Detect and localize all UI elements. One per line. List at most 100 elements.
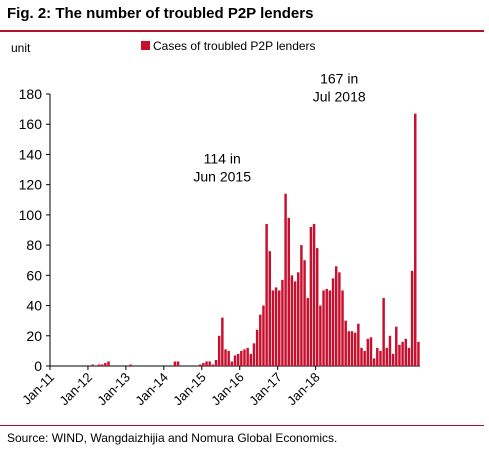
bar: [325, 288, 328, 366]
bar: [347, 331, 351, 366]
title-rule: [0, 30, 484, 32]
bar: [202, 362, 205, 366]
bar: [407, 347, 411, 366]
bar: [265, 223, 268, 366]
x-tick-label: Jan-17: [246, 370, 285, 409]
annotations: 114 in Jun 2015 167 in Jul 2018: [193, 71, 365, 185]
y-tick-label: 80: [26, 237, 42, 253]
bar: [417, 341, 420, 366]
bar: [224, 349, 227, 366]
bar: [385, 347, 389, 366]
bar: [312, 223, 316, 366]
y-tick-label: 60: [26, 267, 42, 283]
bar: [388, 335, 392, 366]
x-tick-label: Jan-12: [56, 370, 95, 409]
bar: [315, 248, 319, 366]
bar: [414, 113, 417, 366]
bar: [91, 364, 94, 366]
bar: [322, 290, 325, 366]
bar: [107, 361, 110, 366]
bar: [303, 260, 306, 366]
bar: [357, 323, 360, 366]
y-tick-label: 180: [19, 86, 43, 102]
bar: [372, 358, 376, 366]
bar: [214, 359, 218, 366]
bar: [297, 272, 300, 366]
bar: [249, 353, 253, 366]
bar: [300, 245, 303, 366]
bar: [366, 338, 370, 366]
bar: [262, 305, 265, 366]
bar: [401, 341, 404, 366]
bar-series: [91, 113, 420, 366]
bar: [240, 350, 243, 366]
bar: [129, 364, 132, 366]
bar: [398, 344, 401, 366]
bar: [319, 305, 322, 366]
bar: [274, 287, 278, 366]
bar: [338, 272, 341, 366]
source-note: Source: WIND, Wangdaizhijia and Nomura G…: [7, 431, 338, 445]
bar: [334, 266, 338, 366]
bar: [243, 349, 246, 366]
y-axis: 0 20 40 60 80 100 120 140 160 180: [19, 86, 51, 374]
x-tick-label: Jan-13: [94, 370, 133, 409]
annotation-text: Jul 2018: [313, 89, 366, 105]
bar: [208, 361, 211, 366]
legend-swatch: [141, 41, 150, 50]
bar: [271, 290, 275, 366]
y-tick-label: 40: [26, 298, 42, 314]
annotation-text: 167 in: [320, 71, 358, 87]
annotation-text: 114 in: [204, 151, 241, 167]
bar: [255, 329, 259, 366]
bar: [360, 347, 363, 366]
bar: [376, 347, 379, 366]
legend-label: Cases of troubled P2P lenders: [153, 39, 316, 53]
bar: [236, 353, 240, 366]
x-axis: Jan-11 Jan-12 Jan-13 Jan-14 Jan-15 Jan-16 Jan-…: [19, 365, 420, 409]
bar: [227, 350, 230, 366]
bar: [391, 353, 395, 366]
bar: [287, 217, 290, 366]
figure-title: Fig. 2: The number of troubled P2P lende…: [7, 5, 314, 22]
bar: [198, 364, 202, 366]
annotation-text: Jun 2015: [193, 169, 251, 185]
x-tick-label: Jan-16: [208, 370, 247, 409]
y-tick-label: 120: [19, 177, 43, 193]
bar: [341, 290, 344, 366]
bar: [404, 338, 408, 366]
x-tick-label: Jan-15: [170, 370, 209, 409]
bar: [246, 347, 249, 366]
bar: [205, 361, 208, 366]
bar: [353, 332, 357, 366]
bar: [331, 278, 335, 366]
y-tick-label: 140: [19, 146, 43, 162]
bar: [363, 350, 366, 366]
bar: [217, 335, 221, 366]
bar: [278, 290, 281, 366]
bar: [268, 251, 272, 366]
bar: [344, 320, 347, 366]
bar: [259, 314, 262, 366]
bar: [369, 337, 373, 366]
x-tick-label: Jan-18: [284, 370, 323, 409]
bar: [97, 364, 101, 366]
bar: [173, 361, 177, 366]
bar: [211, 364, 215, 366]
y-tick-label: 160: [19, 116, 43, 132]
y-axis-unit-label: unit: [11, 41, 31, 55]
bar: [309, 226, 313, 366]
x-tick-label: Jan-14: [132, 370, 171, 409]
source-rule: [0, 425, 484, 426]
bar: [284, 193, 287, 366]
y-tick-label: 0: [34, 358, 42, 374]
bar: [221, 317, 224, 366]
bar: [328, 290, 332, 366]
bar: [290, 275, 294, 366]
bar: [410, 270, 414, 366]
bar: [104, 362, 107, 366]
y-tick-label: 20: [26, 328, 42, 344]
bar: [252, 343, 256, 366]
bar: [100, 364, 104, 366]
bar: [382, 298, 385, 366]
